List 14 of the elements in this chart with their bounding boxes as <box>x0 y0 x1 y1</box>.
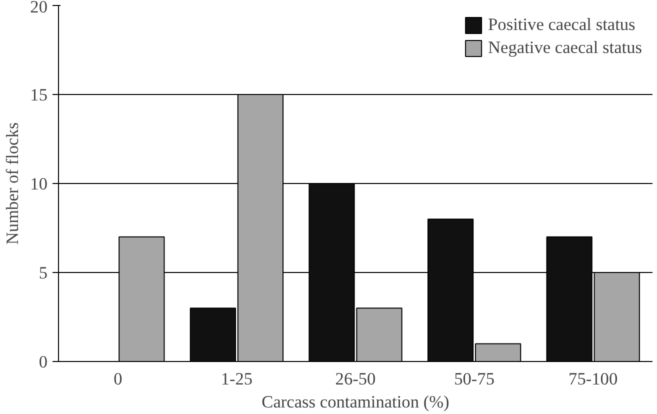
x-tick-label: 75-100 <box>568 370 618 388</box>
y-tick-label: 0 <box>38 352 48 372</box>
legend-label: Positive caecal status <box>488 15 636 35</box>
y-tick-label: 15 <box>30 86 48 104</box>
x-tick-label: 0 <box>114 370 122 388</box>
x-axis-title: Carcass contamination (%) <box>262 392 450 412</box>
y-tick-label: 20 <box>30 0 48 16</box>
x-tick-label: 26-50 <box>335 370 376 388</box>
x-tick-label: 1-25 <box>220 370 253 388</box>
y-axis-title: Number of flocks <box>3 122 22 245</box>
legend-label: Negative caecal status <box>488 38 642 58</box>
y-tick-label: 5 <box>38 264 48 282</box>
y-tick-label: 10 <box>30 174 48 194</box>
x-tick-label: 50-75 <box>454 370 495 388</box>
